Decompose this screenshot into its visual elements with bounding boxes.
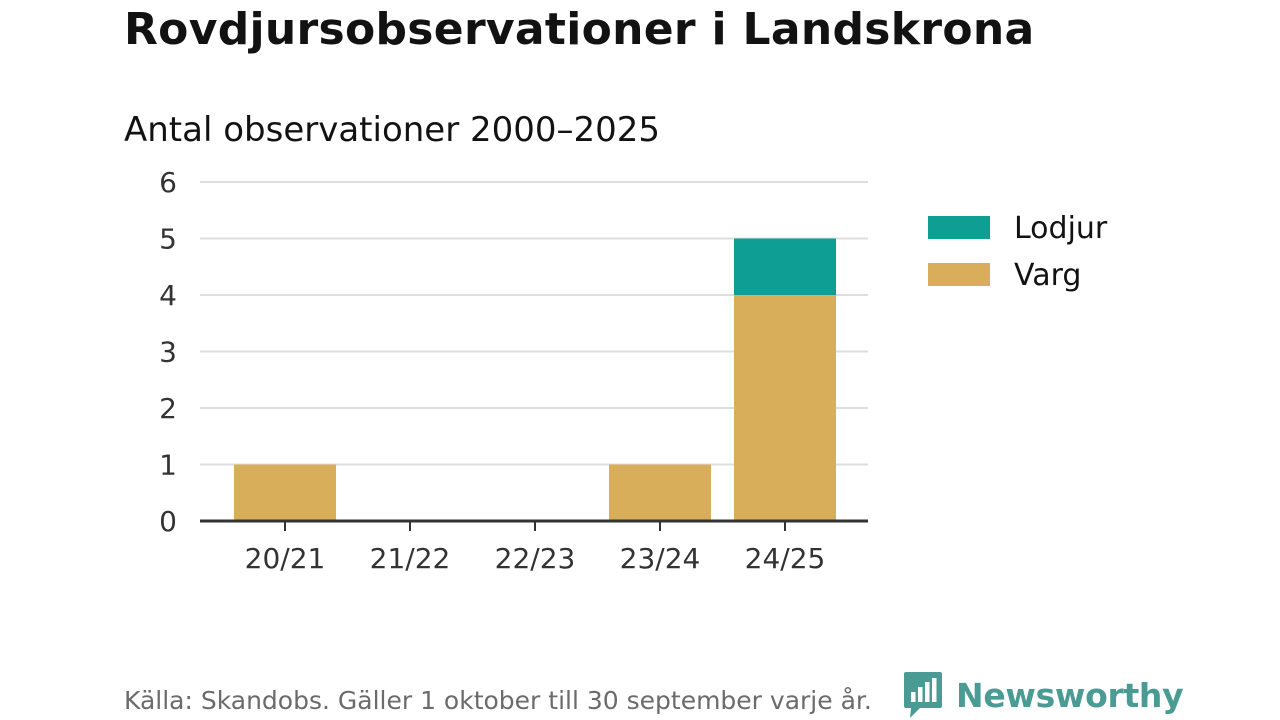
y-tick-label: 3 [159, 336, 177, 369]
x-tick-label: 24/25 [745, 542, 826, 575]
bars [234, 238, 836, 521]
legend-label-varg: Varg [1014, 258, 1081, 293]
brand-name: Newsworthy [956, 675, 1184, 715]
x-tick-label: 22/23 [495, 542, 576, 575]
source-note: Källa: Skandobs. Gäller 1 oktober till 3… [124, 686, 872, 715]
bar-chart-speech-bubble-icon [904, 672, 942, 718]
legend: Lodjur Varg [928, 211, 1108, 293]
bar-varg-20-21 [234, 464, 336, 521]
x-tick-label: 21/22 [370, 542, 451, 575]
legend-label-lodjur: Lodjur [1014, 211, 1108, 246]
y-tick-label: 5 [159, 223, 177, 256]
y-tick-label: 6 [159, 166, 177, 199]
legend-swatch-varg [928, 263, 990, 286]
x-tick-label: 23/24 [620, 542, 701, 575]
brand-logo[interactable]: Newsworthy [902, 670, 1184, 720]
y-tick-label: 1 [159, 449, 177, 482]
axes: 0 1 2 3 4 5 6 20/21 21/22 22/23 23/24 24/25 [159, 166, 868, 575]
bar-varg-24-25 [734, 295, 836, 521]
chart-subtitle: Antal observationer 2000–2025 [124, 110, 661, 150]
y-tick-label: 2 [159, 392, 177, 425]
chart-title: Rovdjursobservationer i Landskrona [124, 4, 1035, 55]
y-tick-label: 0 [159, 505, 177, 538]
bar-varg-23-24 [609, 464, 711, 521]
y-tick-label: 4 [159, 279, 177, 312]
legend-swatch-lodjur [928, 216, 990, 239]
x-tick-label: 20/21 [245, 542, 326, 575]
bar-lodjur-24-25 [734, 238, 836, 295]
